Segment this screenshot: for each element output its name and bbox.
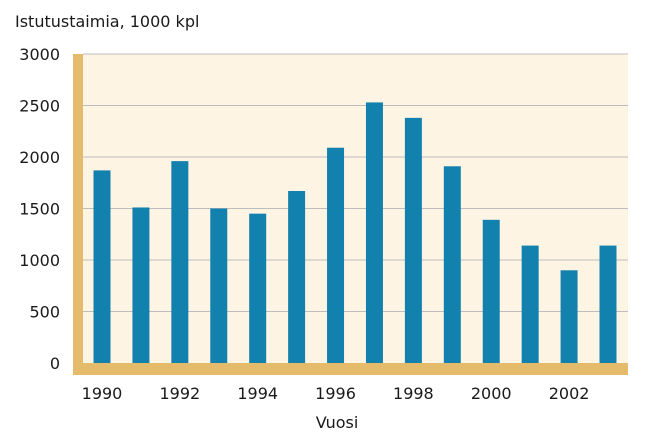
y-tick-label: 1500 (19, 200, 60, 219)
y-tick-label: 2500 (19, 97, 60, 116)
bar (404, 117, 422, 363)
y-tick-label: 0 (50, 354, 60, 373)
y-tick-label: 3000 (19, 45, 60, 64)
bar (171, 161, 189, 363)
bar (249, 213, 267, 363)
y-tick-label: 1000 (19, 251, 60, 270)
y-tick-labels: 0 500 1000 1500 2000 2500 3000 (19, 45, 60, 373)
bar (327, 147, 345, 363)
bar (210, 208, 228, 363)
bar (443, 166, 461, 363)
x-tick-label: 2000 (471, 384, 512, 403)
bar (93, 170, 111, 363)
bar (288, 190, 306, 363)
y-axis-band (73, 54, 83, 365)
x-axis-title: Vuosi (316, 413, 359, 432)
x-tick-label: 1990 (82, 384, 123, 403)
bar (599, 245, 617, 363)
x-tick-label: 1996 (315, 384, 356, 403)
y-tick-label: 500 (29, 303, 60, 322)
bar (560, 270, 578, 363)
x-tick-label: 1998 (393, 384, 434, 403)
bar (365, 102, 383, 363)
y-axis-title: Istutustaimia, 1000 kpl (15, 12, 199, 31)
x-axis-band (73, 363, 628, 375)
bar (132, 207, 150, 363)
x-tick-labels: 1990 1992 1994 1996 1998 2000 2002 (82, 384, 590, 403)
bar (521, 245, 539, 363)
y-tick-label: 2000 (19, 148, 60, 167)
x-tick-label: 1992 (159, 384, 200, 403)
bars (93, 102, 617, 363)
x-tick-label: 1994 (237, 384, 278, 403)
x-tick-label: 2002 (549, 384, 590, 403)
bar (482, 219, 500, 363)
